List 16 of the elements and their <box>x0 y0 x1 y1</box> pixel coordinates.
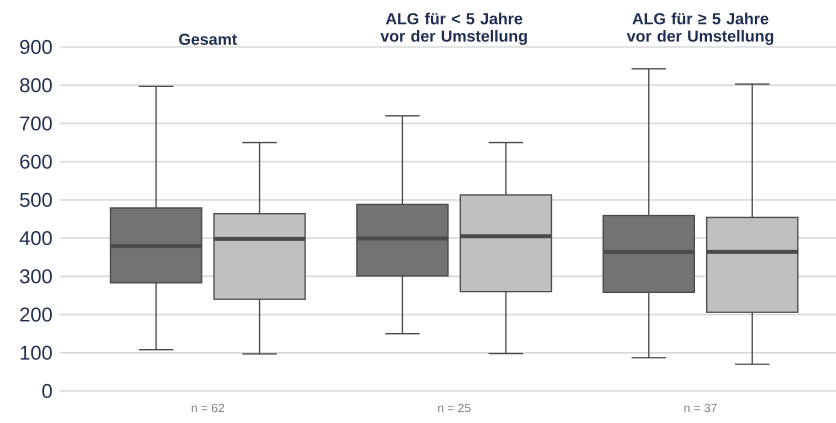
y-tick-label: 500 <box>20 192 52 207</box>
y-tick-label: 300 <box>20 269 52 284</box>
y-tick-label: 900 <box>20 40 52 54</box>
y-tick-label: 700 <box>20 116 52 131</box>
y-tick-label: 200 <box>20 307 52 322</box>
text: n = 37 <box>684 404 717 412</box>
y-tick-label: 100 <box>20 346 52 360</box>
y-tick-label: 400 <box>20 231 52 246</box>
y-tick-label: 800 <box>20 78 52 92</box>
text: n = 25 <box>438 404 470 412</box>
text: n = 62 <box>192 404 224 412</box>
x-tick-label: ALG für ≥ 5 Jahre vor der Umstellung <box>626 12 774 45</box>
y-tick-label: 600 <box>20 154 52 169</box>
x-tick-label: Gesamt <box>179 34 237 45</box>
x-tick-label: ALG für < 5 Jahre vor der Umstellung <box>380 12 527 45</box>
y-tick-label: 0 <box>42 384 52 398</box>
